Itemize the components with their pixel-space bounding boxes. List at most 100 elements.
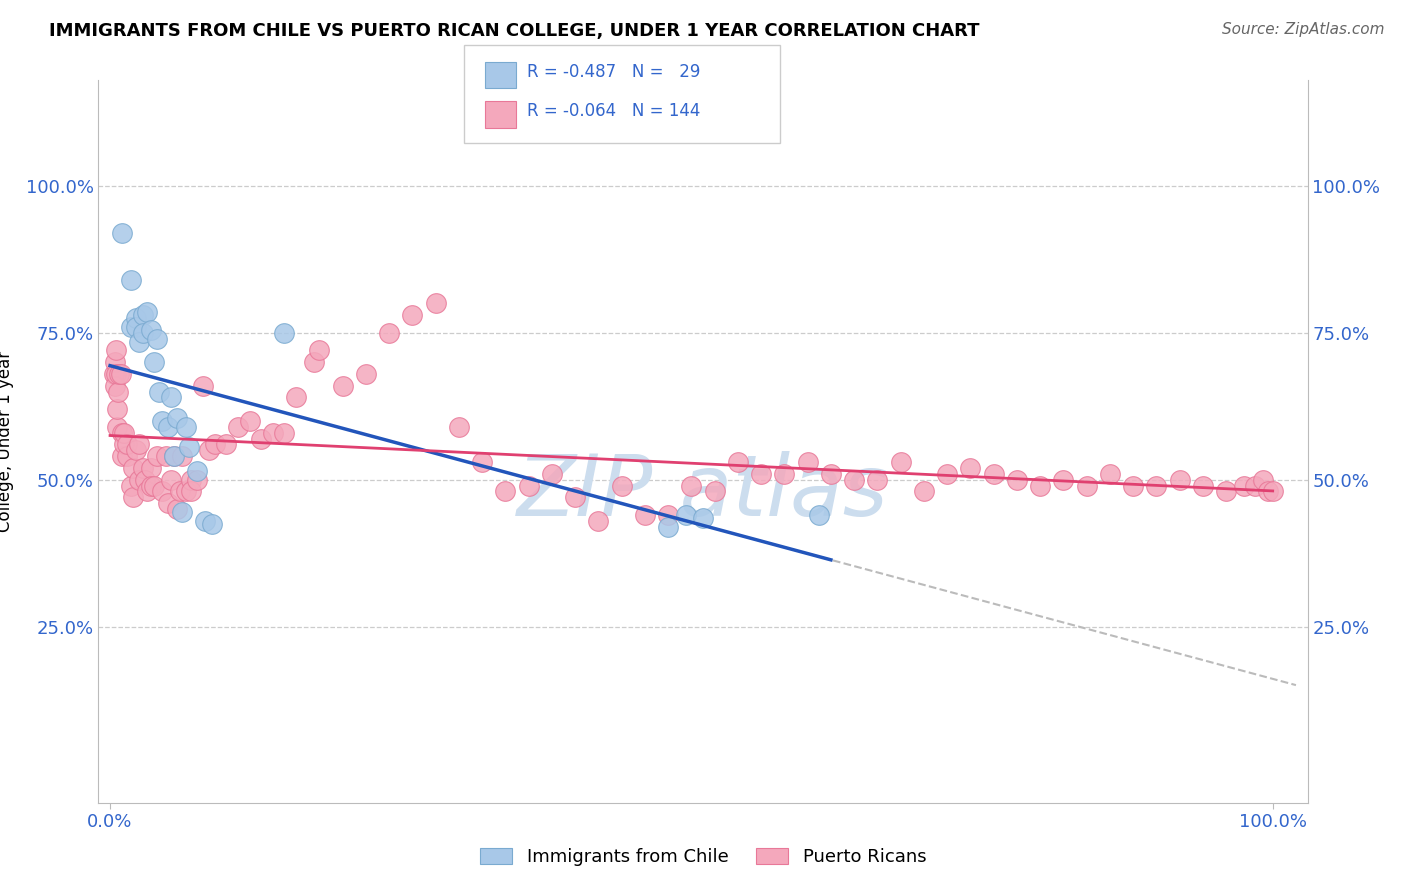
- Point: [302, 355, 325, 369]
- Point: [120, 320, 142, 334]
- Point: [166, 502, 188, 516]
- Point: [139, 461, 162, 475]
- Point: [1261, 484, 1284, 499]
- Point: [1215, 484, 1237, 499]
- Point: [120, 478, 142, 492]
- Point: [194, 514, 217, 528]
- Point: [681, 478, 703, 492]
- Point: [610, 478, 633, 492]
- Point: [285, 391, 308, 405]
- Point: [124, 311, 146, 326]
- Point: [105, 420, 128, 434]
- Point: [634, 508, 657, 522]
- Point: [186, 473, 208, 487]
- Point: [378, 326, 401, 340]
- Point: [1233, 478, 1256, 492]
- Point: [157, 420, 180, 434]
- Point: [447, 420, 470, 434]
- Point: [112, 425, 135, 440]
- Text: IMMIGRANTS FROM CHILE VS PUERTO RICAN COLLEGE, UNDER 1 YEAR CORRELATION CHART: IMMIGRANTS FROM CHILE VS PUERTO RICAN CO…: [49, 22, 980, 40]
- Point: [110, 367, 132, 381]
- Point: [250, 432, 273, 446]
- Point: [1122, 478, 1144, 492]
- Point: [122, 491, 145, 505]
- Point: [749, 467, 772, 481]
- Point: [844, 473, 866, 487]
- Point: [226, 420, 249, 434]
- Point: [139, 478, 162, 492]
- Point: [155, 449, 177, 463]
- Point: [134, 473, 156, 487]
- Point: [425, 296, 447, 310]
- Point: [1192, 478, 1215, 492]
- Point: [117, 437, 139, 451]
- Legend: Immigrants from Chile, Puerto Ricans: Immigrants from Chile, Puerto Ricans: [472, 840, 934, 873]
- Point: [1257, 484, 1279, 499]
- Point: [703, 484, 725, 499]
- Point: [588, 514, 610, 528]
- Point: [657, 508, 679, 522]
- Point: [657, 519, 679, 533]
- Text: Source: ZipAtlas.com: Source: ZipAtlas.com: [1222, 22, 1385, 37]
- Point: [1076, 478, 1098, 492]
- Point: [262, 425, 284, 440]
- Point: [494, 484, 516, 499]
- Point: [1029, 478, 1052, 492]
- Y-axis label: College, Under 1 year: College, Under 1 year: [0, 351, 14, 533]
- Point: [104, 355, 127, 369]
- Point: [159, 391, 181, 405]
- Point: [120, 273, 142, 287]
- Point: [564, 491, 586, 505]
- Point: [172, 449, 194, 463]
- Point: [191, 378, 214, 392]
- Point: [179, 441, 201, 455]
- Point: [180, 484, 202, 499]
- Point: [215, 437, 238, 451]
- Point: [159, 473, 181, 487]
- Point: [820, 467, 842, 481]
- Point: [198, 443, 221, 458]
- Point: [108, 367, 131, 381]
- Point: [150, 414, 173, 428]
- Point: [890, 455, 912, 469]
- Point: [1144, 478, 1167, 492]
- Point: [354, 367, 377, 381]
- Point: [143, 355, 166, 369]
- Point: [172, 505, 194, 519]
- Point: [136, 305, 159, 319]
- Point: [866, 473, 889, 487]
- Point: [104, 367, 127, 381]
- Point: [675, 508, 697, 522]
- Point: [163, 449, 186, 463]
- Point: [540, 467, 562, 481]
- Point: [111, 449, 134, 463]
- Point: [131, 308, 153, 322]
- Point: [796, 455, 818, 469]
- Point: [332, 378, 354, 392]
- Point: [124, 443, 146, 458]
- Point: [169, 484, 191, 499]
- Point: [124, 320, 146, 334]
- Point: [139, 323, 162, 337]
- Point: [150, 484, 173, 499]
- Point: [180, 473, 202, 487]
- Point: [128, 473, 150, 487]
- Point: [308, 343, 330, 358]
- Point: [773, 467, 796, 481]
- Point: [1168, 473, 1191, 487]
- Point: [1253, 473, 1275, 487]
- Point: [122, 461, 145, 475]
- Point: [471, 455, 494, 469]
- Point: [174, 420, 197, 434]
- Point: [239, 414, 262, 428]
- Point: [166, 411, 188, 425]
- Point: [174, 484, 197, 499]
- Point: [727, 455, 749, 469]
- Text: R = -0.064   N = 144: R = -0.064 N = 144: [527, 103, 700, 120]
- Text: ZIP atlas: ZIP atlas: [517, 450, 889, 533]
- Point: [131, 326, 153, 340]
- Point: [117, 449, 139, 463]
- Point: [163, 449, 186, 463]
- Point: [112, 437, 135, 451]
- Point: [145, 449, 167, 463]
